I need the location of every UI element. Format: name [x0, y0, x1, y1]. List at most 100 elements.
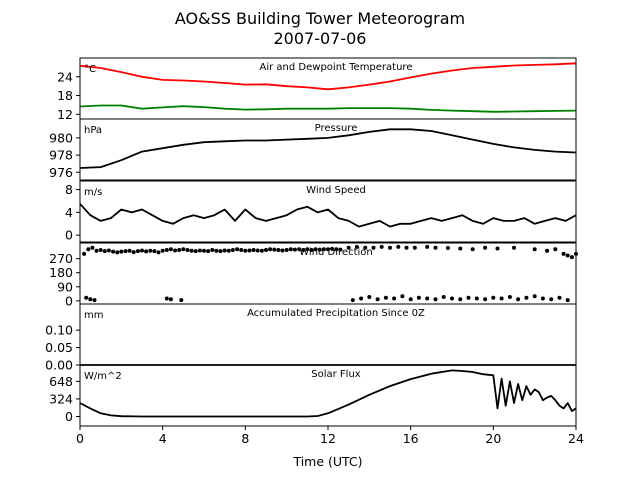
panel-3-point	[565, 298, 570, 303]
panel-5-ytick-label: 0	[65, 409, 73, 424]
x-tick-label: 16	[403, 431, 419, 446]
panel-3-point	[264, 248, 268, 252]
panel-3-point	[499, 296, 504, 301]
panel-3-point	[441, 295, 446, 299]
panel-4-unit: mm	[84, 310, 103, 321]
panel-3-point	[330, 246, 335, 251]
panel-3-point	[90, 245, 95, 250]
panel-2-ytick-label: 4	[65, 205, 73, 220]
panel-3-point	[144, 249, 149, 254]
panel-1-unit: hPa	[84, 125, 102, 136]
panel-3-point	[119, 249, 124, 254]
panel-3-point	[392, 296, 397, 301]
panel-3-point	[416, 295, 421, 300]
panel-0-ytick-label: 18	[57, 88, 73, 103]
panel-3-point	[350, 298, 355, 303]
panel-3-point	[94, 248, 99, 253]
panel-2: 0 4 8 Wind Speed m/s	[65, 180, 577, 243]
panel-3-point	[309, 248, 314, 252]
panel-3-point	[135, 249, 140, 254]
panel-5-unit: W/m^2	[84, 371, 122, 382]
panel-3-point	[408, 297, 413, 302]
panel-1-title: Pressure	[315, 123, 358, 134]
panel-3-point	[317, 247, 322, 252]
panel-3-point	[400, 294, 405, 299]
panel-3-point	[160, 248, 165, 253]
panel-3-point	[305, 247, 310, 252]
panel-3-point	[466, 295, 471, 300]
panel-3-point	[86, 247, 91, 252]
panel-3-point	[524, 295, 529, 300]
panel-3-point	[82, 251, 87, 256]
panel-3-point	[179, 298, 184, 303]
panel-1-ytick-label: 980	[49, 130, 73, 145]
panel-3-point	[512, 245, 516, 250]
x-tick-label: 4	[159, 431, 167, 446]
panel-3-point	[561, 251, 566, 256]
panel-3-point	[388, 245, 392, 250]
panel-3-point	[197, 248, 202, 253]
panel-3-point	[152, 249, 157, 254]
panel-3-point	[226, 248, 231, 253]
panel-3-point	[177, 248, 182, 252]
panel-3-point	[210, 248, 215, 252]
panel-3-point	[412, 245, 417, 250]
panel-3-point	[375, 297, 380, 302]
panel-3-point	[433, 297, 438, 302]
panel-3-point	[164, 248, 169, 252]
panel-3-point	[173, 248, 178, 253]
panel-2-ytick-label: 0	[65, 228, 73, 243]
panel-3-point	[433, 245, 438, 250]
panel-3-point	[140, 248, 144, 253]
x-tick-label: 0	[76, 431, 84, 446]
panel-3-point	[230, 248, 235, 252]
figure-title-line-2: 2007-07-06	[274, 29, 367, 48]
x-tick-label: 12	[320, 431, 336, 446]
panel-4: 0.00 0.05 0.10 Accumulated Precipitation Si…	[45, 303, 577, 373]
panel-0: 12 18 24 Air and Dewpoint Temperature °C	[57, 57, 577, 122]
panel-0-unit: °C	[84, 64, 96, 75]
panel-4-ytick-label: 0.05	[45, 340, 73, 355]
panel-3-point	[396, 244, 401, 249]
panel-3-point	[115, 250, 120, 255]
panel-3-point	[164, 296, 169, 301]
panel-3-point	[379, 244, 384, 249]
panel-3-point	[235, 247, 240, 252]
panel-3-point	[272, 247, 277, 252]
panel-3-point	[483, 297, 488, 302]
panel-5-series-0-line	[79, 369, 577, 418]
panel-3-point	[288, 247, 293, 252]
panel-3-point	[450, 296, 454, 301]
panel-3-title: Wind Direction	[299, 247, 373, 258]
panel-3-point	[557, 295, 562, 300]
panel-3-point	[326, 247, 330, 252]
panel-3-point	[218, 249, 223, 254]
x-axis: 0 4 8 12 16 20 24	[76, 426, 584, 446]
panel-3-point	[280, 248, 285, 253]
panel-3-point	[168, 247, 173, 252]
panel-3-point	[239, 248, 244, 252]
panel-3-point	[123, 249, 128, 254]
panel-3-point	[532, 294, 537, 299]
panel-3-point	[354, 244, 359, 249]
panel-4-ytick-label: 0.00	[45, 358, 73, 373]
panel-3-point	[268, 247, 273, 252]
panel-1: 976 978 980 Pressure hPa	[49, 118, 577, 181]
panel-0-ytick-label: 24	[57, 69, 73, 84]
panel-3-point	[321, 247, 326, 252]
panel-3-point	[106, 248, 111, 253]
panel-3-point	[458, 297, 463, 302]
panel-3-point	[98, 248, 103, 252]
panel-3-point	[458, 246, 463, 251]
panel-3-point	[445, 246, 450, 250]
x-tick-label: 20	[485, 431, 501, 446]
panel-3-ytick-label: 270	[49, 251, 73, 266]
panel-3-point	[507, 295, 512, 299]
panel-3-ytick-label: 180	[49, 265, 73, 280]
panel-3-point	[363, 245, 368, 250]
panel-3-ytick-label: 0	[65, 293, 73, 308]
panel-3-point	[425, 244, 430, 249]
panel-3-point	[284, 248, 289, 252]
panel-0-ytick-label: 12	[57, 107, 73, 122]
